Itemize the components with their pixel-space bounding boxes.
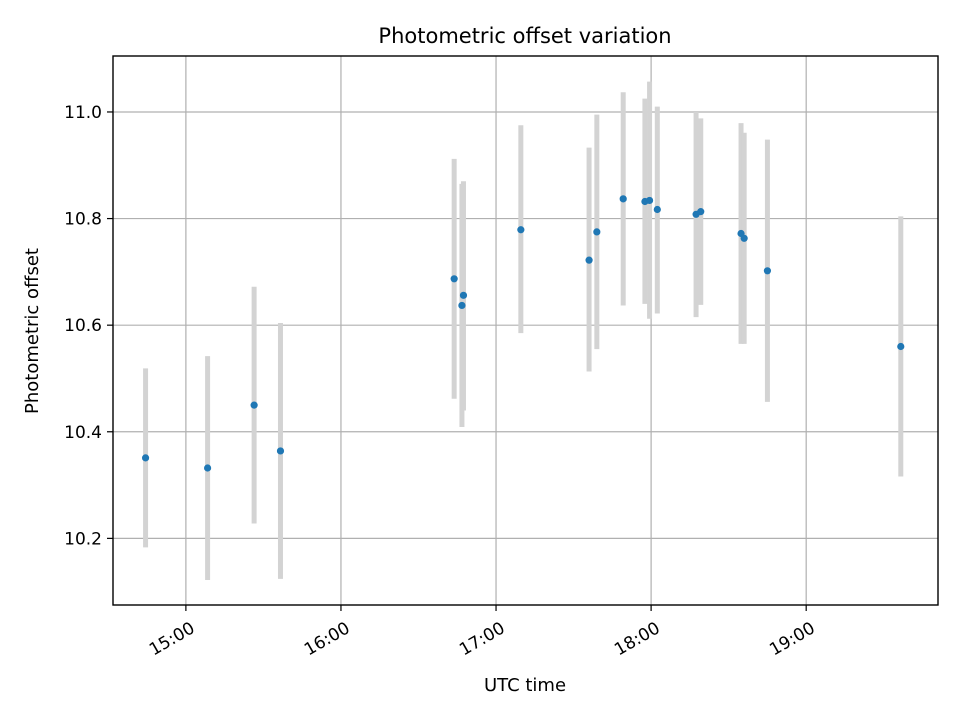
- y-tick-label: 10.6: [64, 316, 102, 336]
- data-point: [593, 228, 601, 236]
- y-tick-label: 11.0: [64, 103, 102, 123]
- y-tick-label: 10.4: [64, 423, 102, 443]
- error-bars: [143, 81, 904, 580]
- data-point: [653, 205, 661, 214]
- y-tick-label: 10.2: [64, 529, 102, 549]
- data-point: [697, 208, 705, 216]
- y-axis-label: Photometric offset: [22, 248, 43, 414]
- data-point: [897, 342, 905, 351]
- data-point: [276, 447, 285, 455]
- chart-title: Photometric offset variation: [378, 24, 671, 48]
- data-point: [645, 196, 654, 205]
- data-point: [450, 275, 458, 283]
- y-axis-ticks: 10.2 10.4 10.6 10.8 11.0: [64, 103, 113, 549]
- x-tick-label: 17:00: [456, 618, 508, 660]
- data-point: [740, 234, 748, 242]
- data-point: [585, 256, 593, 264]
- data-point: [141, 454, 150, 462]
- x-tick-label: 15:00: [146, 618, 198, 660]
- data-point: [458, 301, 466, 310]
- x-tick-label: 19:00: [766, 618, 818, 660]
- data-point: [459, 291, 468, 299]
- y-tick-label: 10.8: [64, 210, 102, 230]
- data-point: [250, 401, 258, 409]
- grid-lines: [113, 56, 938, 605]
- x-axis-label: UTC time: [484, 675, 566, 696]
- x-tick-label: 18:00: [611, 618, 663, 660]
- x-tick-label: 16:00: [301, 618, 353, 660]
- data-point: [203, 464, 212, 472]
- data-point: [517, 226, 525, 234]
- data-point: [619, 195, 627, 203]
- plot-frame: [112, 55, 939, 606]
- x-axis-ticks: 15:00 16:00 17:00 18:00 19:00: [146, 605, 819, 660]
- data-point: [763, 267, 772, 275]
- data-points: [141, 195, 905, 472]
